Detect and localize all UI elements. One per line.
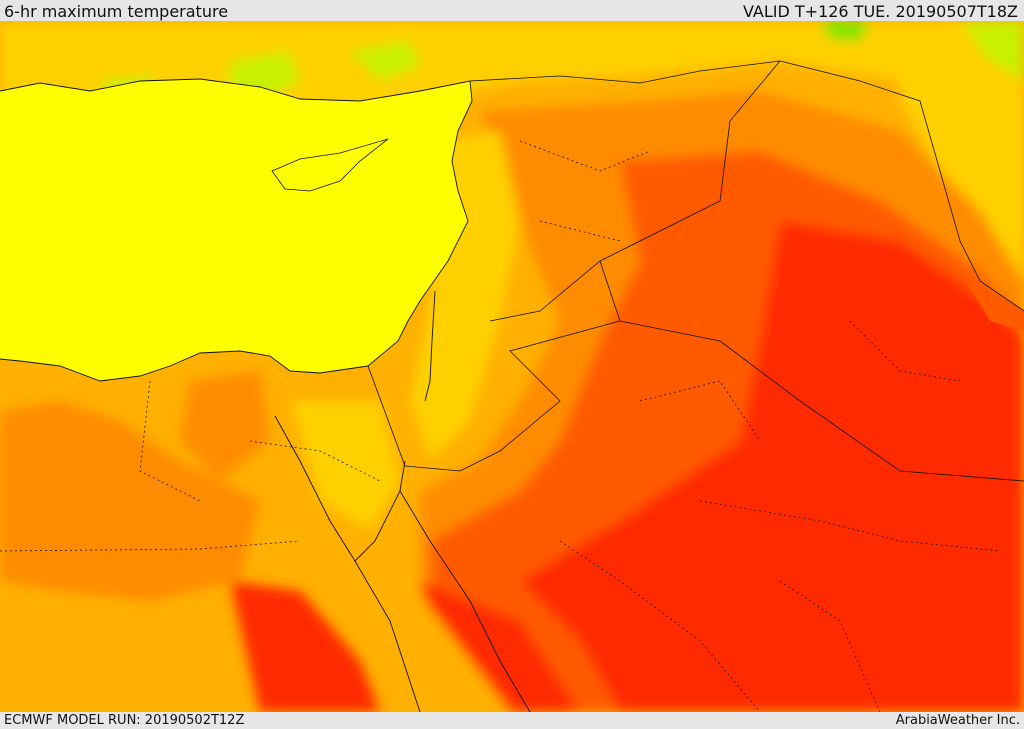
model-run: ECMWF MODEL RUN: 20190502T12Z xyxy=(4,713,245,728)
sea-persian-gulf xyxy=(960,271,1024,331)
band-red-core xyxy=(520,221,1024,712)
coastlines xyxy=(0,78,531,712)
temperature-map xyxy=(0,21,1024,712)
credit: ArabiaWeather Inc. xyxy=(895,713,1020,728)
map-footer: ECMWF MODEL RUN: 20190502T12Z ArabiaWeat… xyxy=(0,712,1024,729)
band-green-2 xyxy=(350,41,420,81)
cyprus xyxy=(271,138,389,192)
band-green-4 xyxy=(820,21,870,41)
band-east-lightgreen xyxy=(960,21,1024,81)
province-borders xyxy=(0,140,1001,712)
band-egypt-orange xyxy=(0,401,260,601)
band-sinai-yellow xyxy=(290,401,400,531)
band-redsea xyxy=(330,531,510,712)
valid-time: VALID T+126 TUE. 20190507T18Z xyxy=(742,2,1018,21)
band-east-yellow xyxy=(900,21,1024,291)
map-header: 6-hr maximum temperature VALID T+126 TUE… xyxy=(0,0,1024,21)
country-borders xyxy=(367,60,1024,482)
band-red-west xyxy=(230,581,380,712)
band-egypt-orange-2 xyxy=(180,371,270,481)
map-title: 6-hr maximum temperature xyxy=(4,2,229,21)
